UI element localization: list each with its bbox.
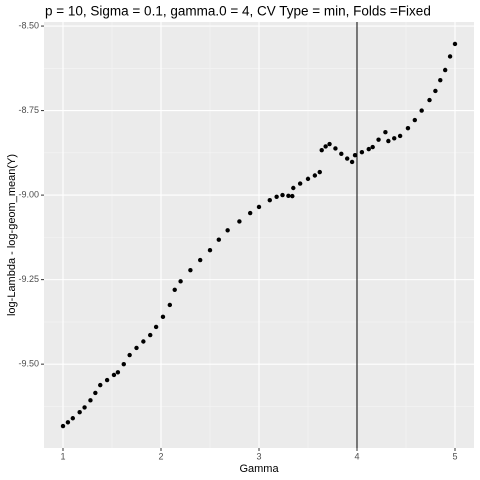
point	[127, 352, 132, 358]
point	[247, 210, 253, 216]
point	[98, 382, 103, 388]
y-tick-label: -9.00	[18, 189, 39, 199]
point	[225, 228, 230, 233]
point	[290, 193, 295, 199]
point	[82, 405, 87, 410]
y-tick-label: -9.25	[18, 274, 39, 284]
point	[256, 204, 262, 210]
point	[405, 125, 411, 131]
point	[70, 416, 76, 421]
point	[280, 192, 285, 198]
point	[352, 153, 358, 158]
point	[349, 159, 355, 165]
point	[447, 54, 453, 59]
point	[198, 257, 203, 263]
y-tick-label: -8.75	[18, 105, 39, 115]
point	[433, 88, 438, 94]
point	[134, 345, 139, 351]
point	[317, 169, 322, 175]
point	[160, 314, 166, 320]
y-tick-label: -9.50	[18, 359, 39, 369]
point	[427, 97, 432, 103]
point	[438, 77, 443, 83]
point	[65, 420, 71, 425]
point	[323, 144, 328, 149]
x-axis-title: Gamma	[239, 463, 279, 475]
point	[452, 41, 458, 47]
point	[386, 138, 391, 144]
point	[216, 237, 222, 242]
point	[93, 390, 98, 396]
point	[442, 67, 448, 73]
point	[305, 176, 311, 182]
point	[178, 279, 183, 284]
point	[207, 248, 213, 253]
x-tick-label: 3	[256, 451, 261, 461]
point	[312, 173, 318, 178]
point	[392, 136, 397, 141]
point	[104, 377, 110, 383]
point	[77, 409, 82, 415]
point	[153, 324, 159, 330]
point	[60, 423, 66, 429]
point	[366, 146, 371, 152]
point	[319, 147, 324, 153]
point	[148, 332, 153, 338]
point	[383, 130, 388, 135]
point	[291, 185, 296, 191]
point	[327, 141, 332, 147]
point	[88, 398, 93, 403]
point	[111, 372, 117, 378]
point	[397, 133, 403, 139]
point	[274, 194, 279, 199]
x-tick-label: 5	[452, 451, 457, 461]
point	[419, 108, 424, 113]
point	[412, 117, 418, 123]
point	[121, 361, 126, 367]
point	[333, 146, 338, 151]
chart-title: p = 10, Sigma = 0.1, gamma.0 = 4, CV Typ…	[45, 4, 431, 19]
point	[376, 137, 381, 142]
point	[141, 339, 146, 344]
point	[339, 151, 344, 157]
x-tick-label: 1	[61, 451, 66, 461]
point	[359, 149, 365, 155]
y-axis-title: log-Lambda - log-geom_mean(Y)	[6, 154, 18, 316]
y-tick-label: -8.50	[18, 20, 39, 30]
point	[267, 197, 272, 203]
point	[188, 267, 193, 273]
x-tick-label: 4	[354, 451, 359, 461]
point	[237, 219, 242, 224]
point	[167, 302, 173, 308]
point	[286, 193, 291, 198]
point	[297, 181, 303, 186]
point	[370, 144, 375, 150]
point	[172, 287, 177, 292]
point	[344, 156, 350, 161]
x-tick-label: 2	[158, 451, 163, 461]
point	[115, 370, 121, 375]
